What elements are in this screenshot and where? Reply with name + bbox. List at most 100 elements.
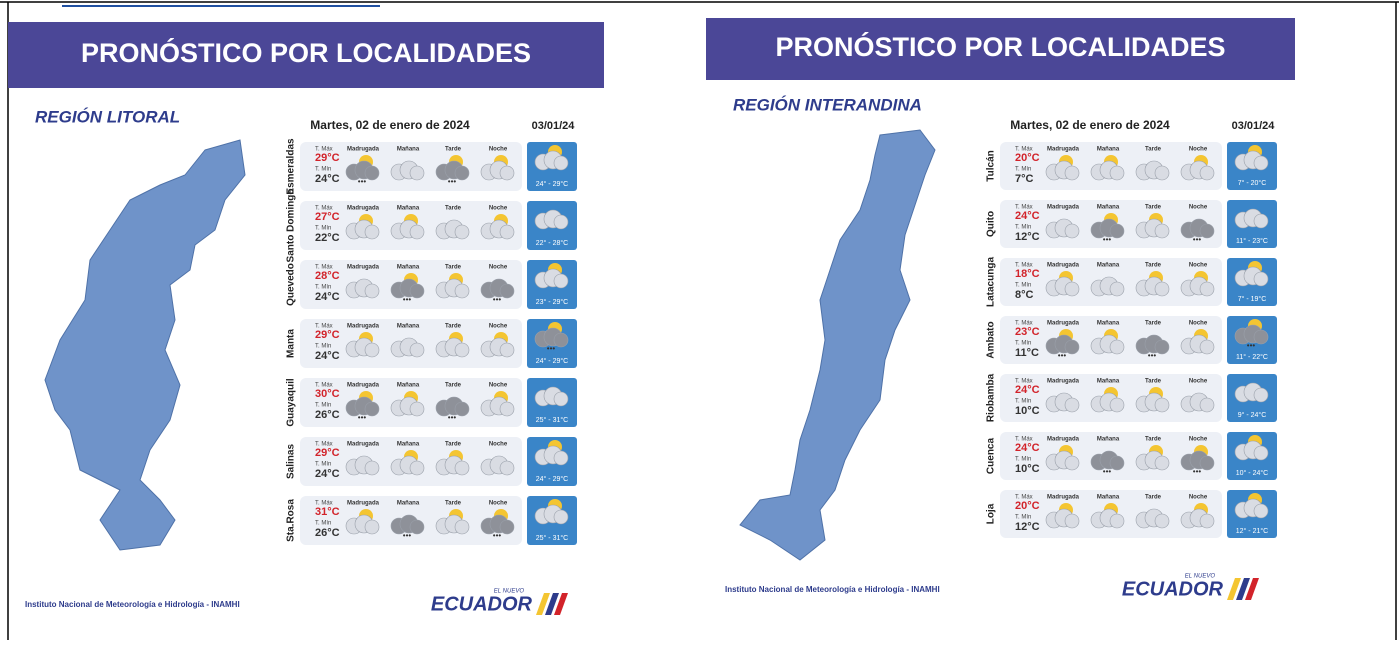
cloud-puff [500,166,514,180]
cloud-puff [1065,166,1079,180]
cloud-puff [554,392,568,406]
min-label: T. Mín [1015,341,1031,347]
period-label: Tarde [445,147,462,153]
max-temp: 29°C [315,447,340,459]
max-temp: 24°C [1015,384,1040,396]
rain: ••• [358,413,367,422]
cloud-puff [1110,282,1124,296]
cloud-puff [1254,446,1268,460]
cloud-puff [365,284,379,298]
cloud-puff [1254,330,1268,344]
period-label: Madrugada [1047,321,1080,327]
city-name: Quevedo [286,263,297,306]
period-label: Tarde [445,383,462,389]
cloud-puff [365,402,379,416]
min-temp: 24°C [315,350,340,362]
period-label: Mañana [397,501,420,507]
period-label: Mañana [1097,437,1120,443]
city-name: Manta [286,329,297,358]
max-temp: 23°C [1015,326,1040,338]
period-label: Madrugada [347,265,380,271]
period-label: Noche [1189,321,1208,327]
cloud-puff [410,343,424,357]
cloud-puff [1254,388,1268,402]
period-label: Madrugada [1047,379,1080,385]
min-label: T. Mín [315,521,331,527]
next-day-range: 25° - 31°C [536,534,568,542]
rain: ••• [448,177,457,186]
max-temp: 18°C [1015,268,1040,280]
period-label: Madrugada [347,206,380,212]
min-temp: 10°C [1015,463,1040,475]
logo: ECUADOR [431,593,533,615]
city-name: Santo Domingo [286,189,297,263]
region-title: REGIÓN LITORAL [35,107,180,126]
period-label: Mañana [1097,321,1120,327]
period-label: Noche [1189,379,1208,385]
period-label: Madrugada [1047,147,1080,153]
max-temp: 30°C [315,388,340,400]
period-label: Tarde [445,501,462,507]
min-label: T. Mín [1015,457,1031,463]
min-temp: 24°C [315,173,340,185]
city-name: Quito [986,211,997,237]
period-label: Tarde [1145,321,1162,327]
next-day-range: 25° - 31°C [536,416,568,424]
cloud-puff [554,156,568,170]
next-day-range: 24° - 29°C [536,357,568,365]
period-label: Madrugada [1047,495,1080,501]
min-label: T. Mín [1015,515,1031,521]
rain: ••• [1058,351,1067,360]
cloud-puff [1110,224,1124,238]
period-label: Madrugada [347,147,380,153]
period-label: Mañana [397,442,420,448]
cloud-puff [1065,224,1079,238]
period-label: Madrugada [347,442,380,448]
cloud-puff [1200,514,1214,528]
period-label: Mañana [397,324,420,330]
max-temp: 28°C [315,270,340,282]
cloud-puff [1110,166,1124,180]
panel-title: PRONÓSTICO POR LOCALIDADES [775,31,1225,62]
rain: ••• [1247,341,1256,350]
period-label: Madrugada [1047,437,1080,443]
period-label: Noche [1189,205,1208,211]
cloud-puff [1155,514,1169,528]
cloud-puff [500,343,514,357]
cloud-puff [455,520,469,534]
period-label: Noche [1189,263,1208,269]
cloud-puff [1200,224,1214,238]
cloud-puff [410,225,424,239]
next-day-range: 11° - 22°C [1236,353,1268,361]
forecast-row: QuitoT. Máx24°CT. Mín12°CMadrugadaMañana… [986,200,1277,248]
period-label: Mañana [1097,379,1120,385]
rain: ••• [358,177,367,186]
cloud-puff [1200,166,1214,180]
period-label: Noche [1189,437,1208,443]
panel-title: PRONÓSTICO POR LOCALIDADES [81,37,531,68]
forecast-row: AmbatoT. Máx23°CT. Mín11°CMadrugada•••Ma… [986,316,1277,364]
next-day-range: 7° - 19°C [1238,295,1267,303]
period-label: Mañana [397,383,420,389]
cloud-puff [1110,456,1124,470]
city-name: Latacunga [986,257,997,307]
period-label: Noche [1189,147,1208,153]
rain: ••• [1103,467,1112,476]
rain: ••• [403,531,412,540]
cloud-puff [500,402,514,416]
period-label: Madrugada [347,324,380,330]
period-label: Madrugada [347,501,380,507]
period-label: Mañana [397,206,420,212]
period-label: Noche [489,324,508,330]
min-label: T. Mín [315,167,331,173]
region-title: REGIÓN INTERANDINA [733,95,922,114]
min-temp: 26°C [315,527,340,539]
min-temp: 26°C [315,409,340,421]
cloud-puff [410,284,424,298]
period-label: Mañana [1097,205,1120,211]
min-label: T. Mín [1015,225,1031,231]
city-name: Sta.Rosa [286,499,297,542]
